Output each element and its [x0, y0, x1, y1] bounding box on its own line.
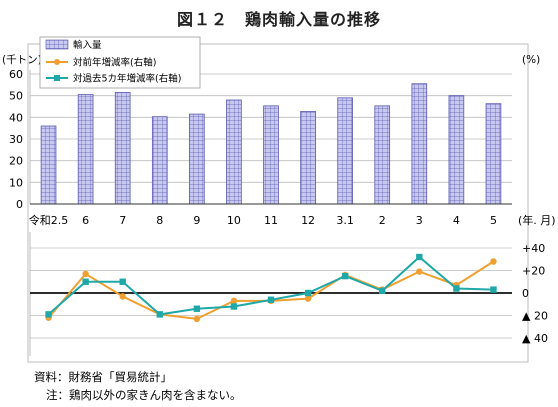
top-y-tick-label: 50: [9, 90, 23, 103]
legend-bar-label: 輸入量: [73, 39, 102, 51]
series-2-point: [193, 305, 201, 312]
right-y-tick-label: +40: [522, 242, 545, 255]
chart-title: 図１２ 鶏肉輸入量の推移: [176, 10, 381, 29]
x-tick-label: 5: [490, 214, 497, 227]
top-y-tick-label: 30: [9, 133, 23, 146]
series-1-point: [193, 315, 201, 323]
legend-line1-label: 対前年増減率(右軸): [73, 57, 156, 69]
series-2-point: [82, 278, 89, 285]
bottom-gridlines: [30, 247, 512, 339]
legend: 輸入量 対前年増減率(右軸) 対過去5カ年増減率(右軸): [39, 36, 201, 89]
legend-line2-label: 対過去5カ年増減率(右軸): [73, 73, 181, 85]
bar: [374, 105, 391, 205]
bottom-y-ticks: +40 +20 0 ▲ 20 ▲ 40: [522, 242, 548, 345]
bar: [226, 99, 242, 205]
bar: [40, 125, 57, 205]
series-1-point: [416, 268, 423, 275]
bar: [300, 111, 316, 205]
x-tick-label: 6: [82, 214, 89, 227]
x-tick-label: 3: [416, 214, 423, 227]
right-y-tick-label: +20: [522, 265, 545, 278]
series-2-point: [230, 303, 238, 310]
x-tick-label: 10: [227, 214, 241, 227]
x-axis-unit: (年. 月): [518, 213, 556, 227]
series-2-point: [490, 286, 497, 293]
right-y-tick-label: 0: [522, 287, 529, 300]
x-tick-label: 3.1: [336, 214, 354, 227]
bar: [263, 105, 279, 205]
series-1-point: [490, 258, 497, 265]
x-tick-labels: 令和2.5 6 7 8 9 10 11 12 3.1 2 3 4 5: [29, 213, 497, 227]
series-1-point: [304, 295, 312, 302]
series-line-2: [47, 255, 494, 316]
bar: [189, 113, 205, 205]
series-2-point: [304, 289, 312, 297]
series-1-point: [230, 297, 238, 305]
series-1-point: [82, 270, 89, 278]
top-y-tick-label: 40: [9, 111, 23, 124]
bar: [448, 95, 465, 205]
bar: [151, 116, 168, 205]
series-2-point: [416, 253, 423, 261]
series-2-point: [379, 287, 386, 294]
x-tick-label: 2: [379, 214, 386, 227]
right-y-tick-label: ▲ 40: [522, 332, 548, 345]
top-y-unit: (千トン): [2, 54, 42, 66]
legend-line1-marker: [54, 59, 60, 65]
x-tick-label: 令和2.5: [29, 213, 69, 227]
series-1-point: [119, 293, 126, 300]
series-2-point: [45, 311, 52, 318]
x-tick-label: 12: [301, 214, 315, 227]
x-tick-label: 4: [453, 214, 460, 227]
bar-series: [40, 83, 502, 205]
top-y-tick-label: 20: [9, 155, 23, 168]
top-y-tick-label: 60: [9, 68, 23, 81]
legend-line2-marker: [54, 75, 60, 81]
bar: [485, 103, 502, 205]
source-note: 資料：財務省「貿易統計」: [34, 370, 172, 384]
bar: [77, 94, 94, 205]
series-2-point: [341, 272, 349, 280]
right-y-tick-label: ▲ 20: [522, 310, 548, 323]
top-y-ticks: 0 10 20 30 40 50 60: [9, 68, 23, 211]
plot-frame: [27, 43, 529, 363]
right-y-unit: (%): [522, 54, 540, 66]
bar: [114, 92, 131, 205]
x-tick-label: 11: [264, 214, 278, 227]
footnote: 注：鶏肉以外の家きん肉を含まない。: [46, 388, 242, 402]
series-2-point: [119, 278, 126, 285]
series-2-point: [267, 296, 275, 303]
x-tick-label: 9: [193, 214, 200, 227]
x-tick-label: 7: [119, 214, 126, 227]
bar: [411, 83, 428, 205]
series-2-point: [453, 285, 460, 292]
top-y-tick-label: 10: [9, 176, 23, 189]
bar: [337, 97, 353, 205]
series-2-point: [156, 311, 163, 318]
top-y-tick-label: 0: [16, 198, 23, 211]
x-tick-label: 8: [156, 214, 163, 227]
legend-bar-swatch: [45, 39, 69, 50]
line-series: [45, 253, 497, 323]
